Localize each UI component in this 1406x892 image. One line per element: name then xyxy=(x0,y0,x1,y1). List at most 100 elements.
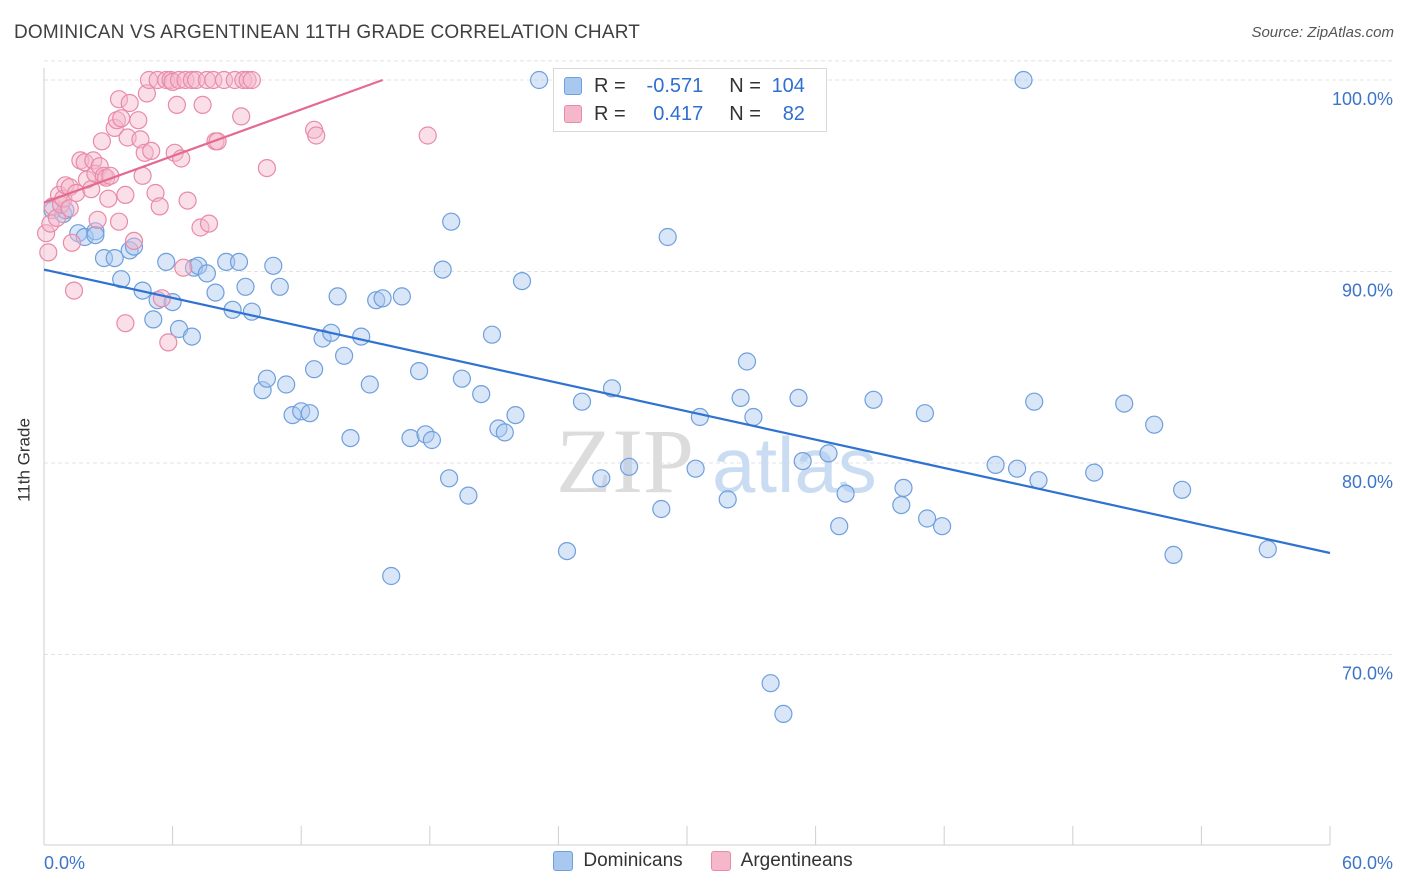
legend-r-value: -0.571 xyxy=(646,74,704,97)
dominican-point xyxy=(793,452,812,471)
dominican-point xyxy=(217,252,236,271)
dominican-trend-line xyxy=(43,268,1331,555)
dominican-point xyxy=(1029,471,1048,490)
dominican-point xyxy=(619,457,639,476)
dominican-point xyxy=(277,375,296,394)
dominican-point xyxy=(86,222,105,241)
dominican-point xyxy=(819,444,838,463)
data-points xyxy=(36,70,1277,724)
dominican-point xyxy=(328,287,347,306)
dominican-point xyxy=(495,423,514,442)
legend-swatch-blue xyxy=(553,851,574,871)
gridlines xyxy=(44,60,1395,655)
legend-row-dominicans: R = -0.571 N = 104 xyxy=(564,73,805,99)
dominican-point xyxy=(1115,394,1134,413)
dominican-point xyxy=(789,388,808,407)
dominican-point xyxy=(94,249,114,268)
dominican-point xyxy=(731,388,750,407)
dominican-point xyxy=(690,407,710,427)
argentinean-point xyxy=(182,70,201,90)
source-label: Source: ZipAtlas.com xyxy=(1251,24,1394,41)
argentinean-point xyxy=(112,109,131,128)
dominican-point xyxy=(440,469,459,488)
argentinean-point xyxy=(120,93,139,113)
argentinean-point xyxy=(159,333,178,352)
dominican-point xyxy=(557,541,577,561)
dominican-point xyxy=(236,277,255,296)
dominican-point xyxy=(744,407,763,427)
dominican-point xyxy=(512,272,532,291)
argentinean-point xyxy=(193,95,212,115)
dominican-point xyxy=(652,499,671,519)
argentinean-point xyxy=(109,212,129,231)
dominican-point xyxy=(459,486,478,505)
argentinean-point xyxy=(99,189,118,208)
chart-title: DOMINICAN VS ARGENTINEAN 11TH GRADE CORR… xyxy=(14,22,641,43)
argentinean-point xyxy=(116,185,135,204)
dominican-point xyxy=(367,291,386,310)
dominican-point xyxy=(1164,545,1183,565)
dominican-point xyxy=(506,406,525,425)
dominican-point xyxy=(472,385,491,404)
argentinean-point xyxy=(191,218,210,237)
legend-swatch-blue xyxy=(564,77,582,95)
dominican-point xyxy=(124,237,144,256)
legend-n-value: 104 xyxy=(771,74,805,97)
trend-lines xyxy=(43,78,1331,555)
argentinean-point xyxy=(109,90,129,109)
legend-swatch-pink xyxy=(564,105,582,123)
dominican-point xyxy=(1172,480,1192,499)
dominican-point xyxy=(892,496,911,515)
dominican-point xyxy=(433,260,452,279)
dominican-point xyxy=(253,381,272,400)
argentinean-point xyxy=(135,143,154,162)
argentinean-point xyxy=(150,197,169,216)
argentinean-point xyxy=(157,70,176,90)
argentinean-point xyxy=(62,233,82,252)
dominican-point xyxy=(482,325,502,344)
dominican-point xyxy=(1007,459,1027,478)
legend-item-dominicans: Dominicans xyxy=(553,850,683,872)
argentinean-point xyxy=(242,70,261,90)
dominican-point xyxy=(658,227,677,247)
dominican-point xyxy=(264,256,283,275)
argentinean-point xyxy=(36,224,56,243)
argentinean-point xyxy=(116,314,135,333)
dominican-point xyxy=(229,252,249,271)
dominican-point xyxy=(864,390,883,409)
dominican-point xyxy=(341,429,360,448)
legend-r-label: R = xyxy=(594,74,626,97)
dominican-point xyxy=(86,226,105,245)
x-tick-label: 60.0% xyxy=(1342,853,1393,873)
argentinean-point xyxy=(88,210,107,229)
dominican-point xyxy=(1085,463,1104,482)
argentinean-point xyxy=(152,289,171,308)
dominican-point xyxy=(401,429,420,448)
dominican-point xyxy=(761,674,780,693)
argentinean-point xyxy=(176,70,195,90)
watermark-zip: ZIP xyxy=(556,410,694,512)
argentinean-point xyxy=(204,70,223,90)
argentinean-point xyxy=(214,70,234,90)
argentinean-point xyxy=(142,141,161,160)
argentinean-point xyxy=(39,243,58,262)
dominican-point xyxy=(422,430,441,450)
x-tick-label: 0.0% xyxy=(44,853,85,873)
tick-labels: 70.0% 80.0% 90.0% 100.0% 0.0% 60.0% xyxy=(44,89,1393,873)
legend-r-value: 0.417 xyxy=(653,102,704,125)
legend-swatch-pink xyxy=(710,851,731,871)
dominican-point xyxy=(836,484,855,503)
dominican-point xyxy=(529,70,549,90)
dominican-point xyxy=(392,287,411,306)
argentinean-point xyxy=(131,130,150,149)
argentinean-point xyxy=(146,183,165,203)
argentinean-point xyxy=(129,111,148,130)
dominican-point xyxy=(1258,540,1277,559)
dominican-point xyxy=(592,469,611,488)
legend-item-argentineans: Argentineans xyxy=(710,850,853,872)
argentinean-trend-line xyxy=(43,78,384,204)
argentinean-point xyxy=(232,107,251,126)
argentinean-point xyxy=(257,159,276,178)
y-tick-label: 70.0% xyxy=(1342,664,1393,684)
dominican-point xyxy=(572,392,592,411)
